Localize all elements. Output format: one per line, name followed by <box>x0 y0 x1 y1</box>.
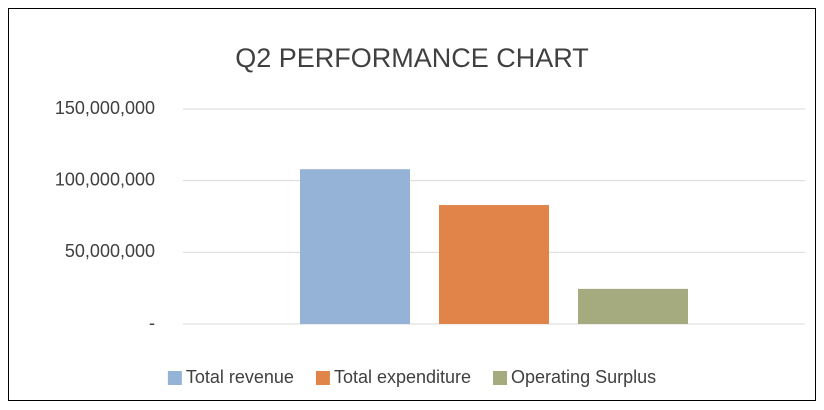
legend-label: Operating Surplus <box>511 367 656 387</box>
chart-title: Q2 PERFORMANCE CHART <box>235 43 589 73</box>
bar <box>578 288 688 324</box>
y-tick-label: 50,000,000 <box>65 241 155 261</box>
chart-frame <box>8 8 816 401</box>
bar <box>439 205 549 324</box>
y-tick-label: 150,000,000 <box>55 98 155 118</box>
legend-swatch <box>315 371 330 385</box>
legend-label: Total expenditure <box>334 367 471 387</box>
legend-swatch <box>493 371 508 385</box>
y-tick-label: 100,000,000 <box>55 169 155 189</box>
y-tick-label: - <box>149 313 155 333</box>
legend-label: Total revenue <box>186 367 294 387</box>
bar <box>300 169 410 324</box>
legend-swatch <box>167 371 182 385</box>
